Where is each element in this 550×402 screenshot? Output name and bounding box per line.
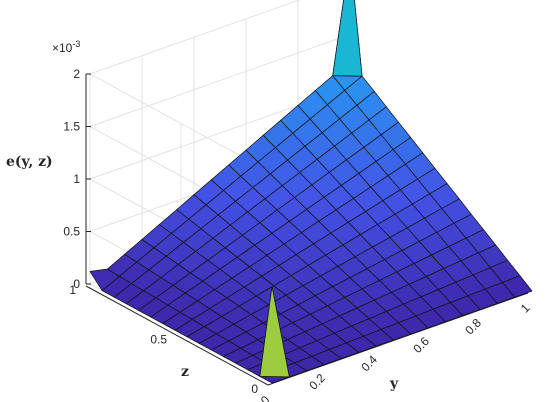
y-tick-label-2: 0.4 xyxy=(358,352,380,374)
spike-1-face xyxy=(332,0,363,77)
z-tick-label-0: 0 xyxy=(251,382,258,396)
spike-0-face xyxy=(259,286,290,378)
y-tick-label-4: 0.8 xyxy=(462,315,484,337)
surface-mesh xyxy=(89,60,533,384)
e-tick-label-1: 0.5 xyxy=(63,225,80,239)
z-axis-label: e(y, z) xyxy=(6,154,53,170)
z-tick-label-1: 0.5 xyxy=(150,333,167,347)
surface-cell xyxy=(502,275,533,298)
e-tick-label-4: 2 xyxy=(73,67,80,81)
exponent-label: ×10-3 xyxy=(52,39,80,55)
y-axis-line xyxy=(267,292,529,386)
y-axis-label: y xyxy=(389,376,399,392)
z-tick-label-2: 1 xyxy=(69,283,76,297)
y-tick-label-3: 0.6 xyxy=(410,334,432,356)
y-tick-label-1: 0.2 xyxy=(306,371,328,393)
z-axis-line xyxy=(85,285,269,386)
e-tick-label-0: 0 xyxy=(73,277,80,291)
e-tick-label-2: 1 xyxy=(73,172,80,186)
z-depth-axis-label: z xyxy=(181,364,189,380)
y-tick-label-5: 1 xyxy=(518,301,533,316)
y-tick-label-0: 0 xyxy=(258,393,273,402)
e-tick-label-3: 1.5 xyxy=(63,120,80,134)
spike-layer xyxy=(259,0,363,378)
